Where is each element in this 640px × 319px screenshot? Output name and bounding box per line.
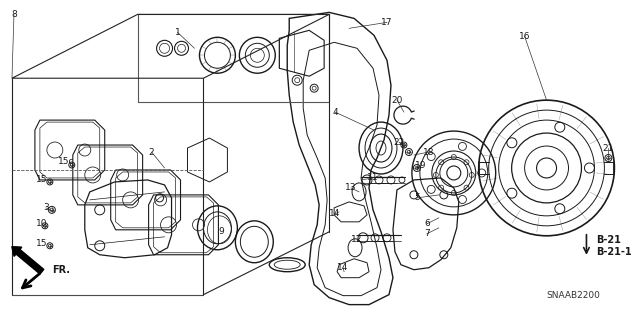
FancyArrow shape bbox=[12, 247, 44, 274]
Text: 9: 9 bbox=[218, 227, 224, 236]
Text: 19: 19 bbox=[415, 161, 427, 170]
Bar bbox=[138, 14, 329, 102]
Text: 14: 14 bbox=[337, 263, 349, 272]
Text: B-21-1: B-21-1 bbox=[596, 247, 632, 257]
Text: 15: 15 bbox=[36, 175, 47, 184]
Text: 4: 4 bbox=[332, 108, 338, 117]
Text: 22: 22 bbox=[394, 137, 404, 146]
Text: 14: 14 bbox=[330, 209, 341, 219]
Text: 15: 15 bbox=[36, 239, 47, 248]
Text: 11: 11 bbox=[367, 174, 379, 182]
Text: 10: 10 bbox=[36, 219, 47, 228]
Text: 2: 2 bbox=[148, 147, 154, 157]
Text: 18: 18 bbox=[423, 147, 435, 157]
Text: 21: 21 bbox=[603, 144, 614, 152]
Text: 3: 3 bbox=[43, 204, 49, 212]
Text: 12: 12 bbox=[351, 235, 363, 244]
Text: 15c: 15c bbox=[58, 158, 74, 167]
Text: B-21: B-21 bbox=[596, 235, 621, 245]
Text: 13: 13 bbox=[346, 183, 357, 192]
Text: 5: 5 bbox=[414, 193, 420, 202]
Text: 6: 6 bbox=[424, 219, 429, 228]
Text: 20: 20 bbox=[391, 96, 403, 105]
Text: 16: 16 bbox=[519, 32, 531, 41]
Text: 7: 7 bbox=[424, 229, 429, 238]
Text: SNAAB2200: SNAAB2200 bbox=[547, 291, 600, 300]
Text: FR.: FR. bbox=[52, 265, 70, 275]
Text: 8: 8 bbox=[11, 10, 17, 19]
Text: 17: 17 bbox=[381, 18, 393, 27]
Text: 1: 1 bbox=[175, 28, 180, 37]
